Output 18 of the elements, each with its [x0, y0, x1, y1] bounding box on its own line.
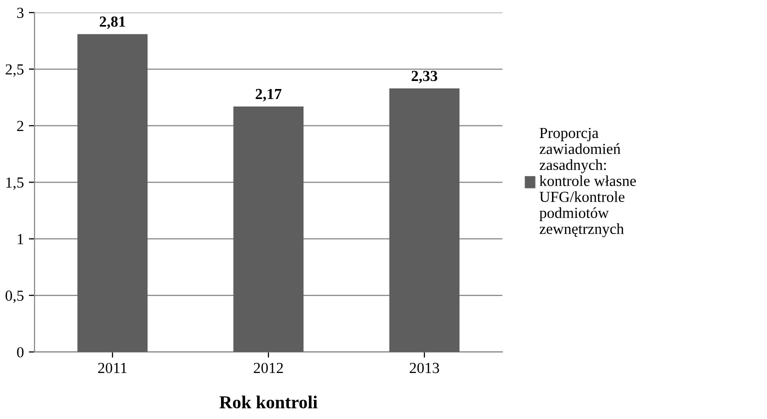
data-label: 2,33 — [412, 70, 438, 84]
y-tick-label: 0 — [17, 347, 24, 358]
y-tick-label: 1 — [18, 234, 24, 244]
legend-label: Proporcja zawiadomień zasadnych: kontrole własne UFG/kontrole podmiotów zewnętrznych — [539, 128, 636, 238]
bar — [389, 88, 460, 352]
y-tick-label: 2,5 — [6, 64, 24, 77]
y-tick-label: 0,5 — [6, 290, 24, 304]
x-tick-label: 2012 — [254, 362, 283, 374]
data-label: 2,81 — [100, 16, 126, 30]
y-tick-label: 3 — [17, 8, 24, 18]
x-tick-label: 2011 — [98, 362, 127, 374]
x-tick-label: 2013 — [410, 362, 440, 374]
bar — [77, 34, 148, 352]
y-tick-label: 2 — [17, 120, 24, 131]
bar — [233, 106, 304, 352]
x-axis-title: Rok kontroli — [220, 396, 318, 408]
y-tick-label: 1,5 — [6, 177, 24, 190]
data-label: 2,17 — [256, 88, 282, 102]
